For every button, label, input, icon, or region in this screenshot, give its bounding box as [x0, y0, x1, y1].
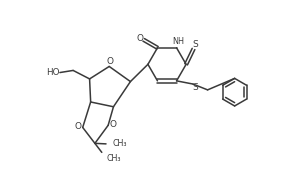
Text: O: O [74, 122, 81, 131]
Text: O: O [109, 120, 116, 129]
Text: CH₃: CH₃ [113, 139, 127, 148]
Text: S: S [192, 40, 198, 50]
Text: NH: NH [172, 37, 184, 46]
Text: S: S [193, 83, 199, 92]
Text: CH₃: CH₃ [106, 154, 121, 163]
Text: O: O [137, 34, 144, 43]
Text: HO: HO [46, 68, 59, 76]
Text: O: O [107, 57, 114, 66]
